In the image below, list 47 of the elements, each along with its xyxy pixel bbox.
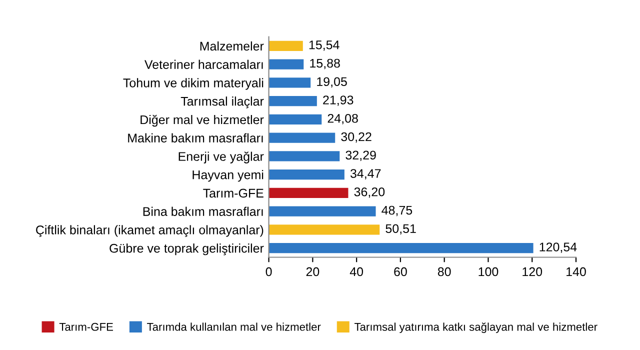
bar [268,132,336,143]
x-tick-label: 40 [350,267,364,276]
data-label: 21,93 [323,96,354,106]
bar [268,78,311,88]
bar [268,206,376,216]
y-tick-label: Enerji ve yağlar [178,152,264,164]
bar [268,243,534,254]
data-label: 15,54 [309,40,340,51]
legend-label: Tarım-GFE [59,322,113,331]
data-label: 120,54 [540,242,577,253]
data-label: 30,22 [341,132,372,143]
bar [268,170,344,180]
data-label: 36,20 [354,187,385,198]
y-tick-label: Tohum ve dikim materyali [123,78,264,90]
x-tick-label: 0 [266,267,272,276]
bar [268,114,322,124]
y-tick-label: Tarımsal ilaçlar [180,96,264,108]
data-label: 48,75 [382,206,412,216]
y-tick-label: Bina bakım masrafları [143,206,263,216]
y-tick-label: Çiftlik binaları (ikamet amaçlı olmayanlar) [36,225,264,237]
data-label: 32,29 [346,150,376,162]
legend-label: Tarımda kullanılan mal ve hizmetler [147,322,321,331]
x-tick-label: 80 [438,267,451,276]
data-label: 19,05 [317,77,347,88]
bar [268,40,303,51]
y-tick-label: Diğer mal ve hizmetler [140,114,264,127]
y-tick-label: Hayvan yemi [192,170,264,182]
bar [268,151,340,162]
x-tick-label: 100 [478,267,498,276]
data-label: 15,88 [310,58,340,70]
data-label: 24,08 [328,114,358,124]
bar [268,59,304,70]
y-tick-label: Makine bakım masrafları [128,133,263,142]
y-tick-label: Gübre ve toprak geliştiriciler [110,244,264,256]
x-tick-label: 120 [522,267,542,276]
bar [268,96,317,106]
legend-label: Tarımsal yatırıma katkı sağlayan mal ve hizmetler [354,322,598,333]
x-tick-label: 60 [394,267,407,276]
data-label: 50,51 [386,224,416,235]
bar [268,188,348,198]
y-tick-label: Tarım-GFE [203,188,264,198]
x-tick-label: 140 [566,267,586,276]
y-tick-label: Veteriner harcamaları [144,60,263,69]
y-tick-label: Malzemeler [200,41,264,51]
x-tick-label: 20 [306,267,320,276]
data-label: 34,47 [350,169,381,180]
bar [268,224,380,235]
